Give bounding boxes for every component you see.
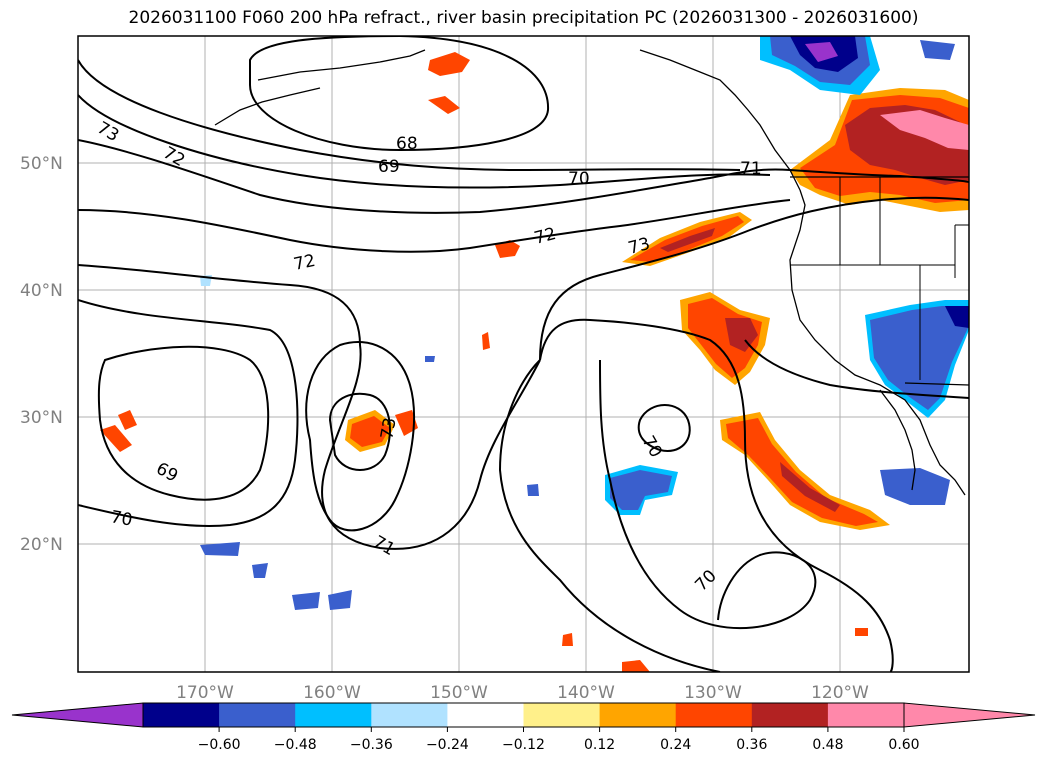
precip-neg-ne-2 [920,40,955,60]
contour-label: 73 [377,416,400,441]
precip-pos-dot-4 [855,628,868,636]
precip-pos-band-strong [660,228,715,252]
colorbar-segment [143,703,220,727]
colorbar-tick-label: −0.36 [350,737,393,753]
coast-baja [879,389,916,491]
precip-pos-dot-3 [622,660,650,672]
colorbar-tick-label: −0.48 [274,737,317,753]
precip-neg-wp-4 [328,590,352,610]
coastlines [214,49,969,496]
colorbar-segment [295,703,372,727]
contour-label: 68 [396,134,418,154]
lat-label-20n: 20°N [20,535,63,555]
colorbar-extend-max [903,702,1036,728]
border-us-mx [904,382,969,386]
colorbar-segment [371,703,448,727]
colorbar-segment [523,703,601,727]
precip-pos-dot-1 [482,332,490,350]
lat-label-30n: 30°N [20,408,63,428]
precip-neg-wp-1 [200,542,240,556]
lon-label-160w: 160°W [303,683,361,703]
precip-pos-small-1 [495,240,520,258]
coast-west [789,189,966,496]
colorbar-segment [675,703,753,727]
colorbar-tick-label: 0.60 [888,737,919,753]
colorbar-tick-label: −0.60 [198,737,241,753]
map-title: 2026031100 F060 200 hPa refract., river … [128,8,919,28]
coast-alaska [214,49,801,191]
lon-label-170w: 170°W [176,683,234,703]
colorbar-segment [827,703,905,727]
precip-pos-wp-2 [118,410,137,430]
contour-71-mid [539,318,894,672]
contour-69-west [97,345,270,501]
contour-73-inner [328,392,391,471]
lat-label-50n: 50°N [20,154,63,174]
precip-neg-dot-2 [425,356,435,362]
colorbar-segment [751,703,829,727]
map-panel [78,36,969,672]
colorbar-tick-label: 0.24 [660,737,691,753]
colorbar-tick-label: 0.48 [812,737,843,753]
state-lines [790,177,969,380]
precip-pos-dot-2 [562,633,573,646]
precip-neg-ne-max [805,42,838,62]
contour-71-north [78,139,969,214]
precip-neg-sw-strong [945,306,969,328]
colorbar-extend-min [11,702,144,728]
precip-neg-wp-2 [252,563,268,578]
contour-70-south-outer [498,359,721,672]
precip-pos-small-2 [428,52,470,76]
longitude-labels: 170°W 160°W 150°W 140°W 130°W 120°W [176,683,869,703]
precip-pos-cp-2 [350,416,390,447]
contour-70-north [78,94,771,189]
contour-label: 70 [109,507,134,530]
contour-72-b [78,264,541,550]
precip-neg-wp-3 [292,592,320,610]
precip-pos-nw-max [880,110,969,150]
colorbar-segment [447,703,524,727]
precip-fields [100,36,969,672]
colorbar-tick-label: 0.12 [584,737,615,753]
contour-72-inner [305,340,416,532]
lon-label-140w: 140°W [557,683,615,703]
contour-69-north [78,59,741,172]
colorbar-segment [599,703,677,727]
contour-72-a [78,199,791,253]
contour-68 [249,36,550,152]
colorbar-segment [219,703,296,727]
contour-70-inner [637,404,691,452]
latitude-labels: 50°N 40°N 30°N 20°N [20,154,63,555]
lon-label-130w: 130°W [684,683,742,703]
precip-neg-sw2 [880,468,950,505]
contour-label: 72 [292,251,317,275]
map-frame [77,35,970,673]
lon-label-120w: 120°W [811,683,869,703]
contour-73 [539,196,969,361]
contour-70-south [599,359,817,630]
refractivity-contours [78,36,969,672]
precip-pos-cp-3 [395,410,418,436]
contour-label: 69 [378,157,400,177]
colorbar-tick-label: −0.24 [426,737,469,753]
lon-label-150w: 150°W [430,683,488,703]
precip-pos-sub-mid [726,418,878,526]
colorbar-tick-label: −0.12 [502,737,545,753]
contour-73-east [744,339,969,399]
colorbar: −0.60 −0.48 −0.36 −0.24 −0.12 0.12 0.24 0.36 0.4… [11,702,1036,753]
colorbar-tick-label: 0.36 [736,737,767,753]
precip-neg-sub-mid [610,470,672,510]
precip-pos-ca-strong [725,318,758,352]
lat-label-40n: 40°N [20,281,63,301]
precip-pos-small-3 [428,96,460,114]
precip-pos-sub-strong [780,462,840,512]
contour-label: 71 [740,159,762,179]
contour-70-west [78,299,299,527]
precip-pos-wp-1 [100,425,132,452]
precip-neg-dot-1 [527,484,539,496]
contour-label: 70 [568,169,590,189]
